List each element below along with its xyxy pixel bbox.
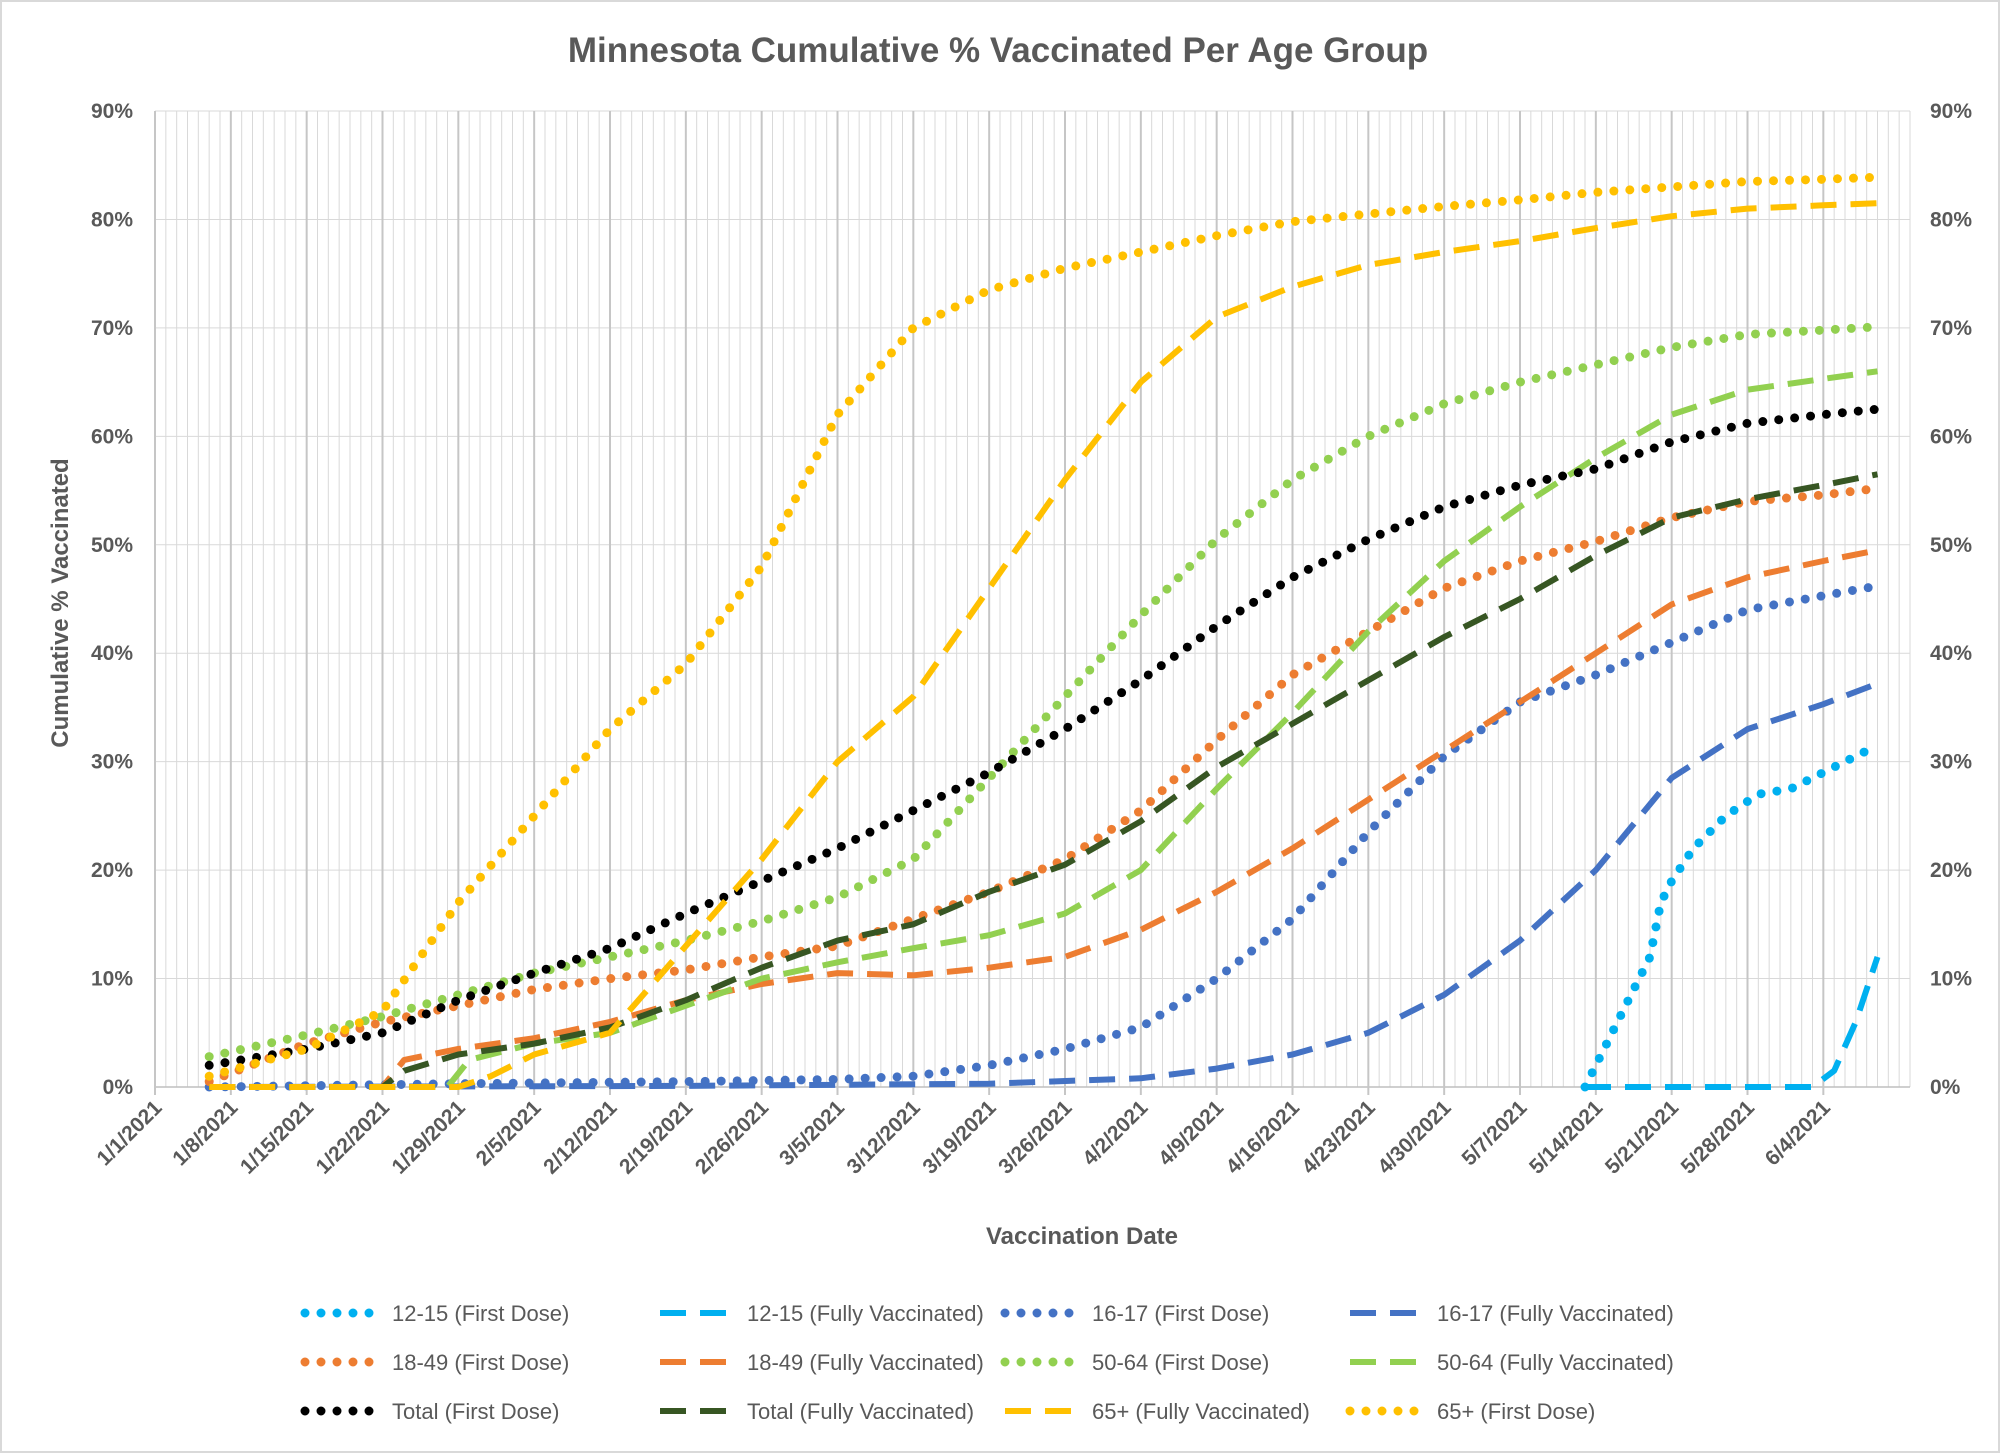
x-tick-label: 2/5/2021 [472,1096,546,1170]
x-tick-label: 5/21/2021 [1601,1096,1684,1179]
y-tick-label-right: 60% [1930,425,1972,448]
y-tick-label-left: 30% [91,751,133,774]
x-tick-label: 4/30/2021 [1373,1096,1456,1179]
y-tick-label-right: 90% [1930,100,1972,123]
series-line-16-17-fully-vaccinated [209,680,1879,1090]
x-tick-label: 4/16/2021 [1222,1096,1305,1179]
y-tick-label-right: 0% [1930,1076,1961,1099]
y-tick-label-right: 50% [1930,534,1972,557]
legend-label-65-first-dose: 65+ (First Dose) [1437,1399,1595,1424]
x-axis: 1/1/2021 1/8/20211/15/20211/22/20211/29/2… [92,1096,1835,1179]
y-tick-label-right: 10% [1930,968,1972,991]
x-tick-label: 1/1/2021 [92,1096,166,1170]
series-line-65-fully-vaccinated [209,200,1878,1090]
x-tick-label: 2/26/2021 [691,1096,774,1179]
y-tick-label-right: 70% [1930,317,1972,340]
x-tick-label: 4/2/2021 [1078,1096,1152,1170]
legend-label-65-fully-vaccinated: 65+ (Fully Vaccinated) [1092,1399,1310,1424]
legend-label-18-49-first-dose: 18-49 (First Dose) [392,1350,569,1375]
y-axis-title: Cumulative % Vaccinated [47,458,74,747]
y-tick-label-left: 60% [91,425,133,448]
chart-title: Minnesota Cumulative % Vaccinated Per Ag… [568,31,1428,70]
gridlines [154,110,1911,1095]
x-tick-label: 3/19/2021 [918,1096,1001,1179]
x-tick-label: 5/14/2021 [1525,1096,1608,1179]
x-tick-label: 5/28/2021 [1677,1096,1760,1179]
legend-label-16-17-first-dose: 16-17 (First Dose) [1092,1301,1269,1326]
y-tick-label-right: 20% [1930,859,1972,882]
x-tick-label: 1/15/2021 [236,1096,319,1179]
legend-label-12-15-fully-vaccinated: 12-15 (Fully Vaccinated) [747,1301,984,1326]
x-tick-label: 2/12/2021 [539,1096,622,1179]
y-tick-label-left: 80% [91,208,133,231]
y-tick-label-left: 10% [91,968,133,991]
x-tick-label: 1/22/2021 [312,1096,395,1179]
legend-label-16-17-fully-vaccinated: 16-17 (Fully Vaccinated) [1437,1301,1674,1326]
y-tick-label-left: 90% [91,100,133,123]
y-tick-label-left: 0% [103,1076,134,1099]
y-tick-label-right: 40% [1930,642,1972,665]
legend-label-50-64-first-dose: 50-64 (First Dose) [1092,1350,1269,1375]
series-line-12-15-fully-vaccinated [1585,955,1881,1090]
x-tick-label: 3/12/2021 [843,1096,926,1179]
x-tick-label: 4/9/2021 [1154,1096,1228,1170]
series-line-16-17-first-dose [204,581,1882,1092]
x-tick-label: 1/29/2021 [388,1096,471,1179]
y-tick-label-left: 50% [91,534,133,557]
legend-label-50-64-fully-vaccinated: 50-64 (Fully Vaccinated) [1437,1350,1674,1375]
legend-label-18-49-fully-vaccinated: 18-49 (Fully Vaccinated) [747,1350,984,1375]
series-line-50-64-first-dose [204,322,1882,1062]
y-axis-right: 0% 10% 20% 30% 40% 50% 60% 70% 80% 90% [1930,100,1972,1099]
x-tick-label: 4/23/2021 [1298,1096,1381,1179]
series-line-total-fully-vaccinated [209,471,1879,1090]
y-tick-label-left: 20% [91,859,133,882]
legend-label-12-15-first-dose: 12-15 (First Dose) [392,1301,569,1326]
x-tick-label: 1/8/2021 [168,1096,242,1170]
x-axis-title: Vaccination Date [986,1223,1178,1250]
plot-area [204,172,1882,1092]
y-tick-label-right: 80% [1930,208,1972,231]
x-tick-label: 5/7/2021 [1457,1096,1531,1170]
series-line-12-15-first-dose [1580,740,1882,1092]
series-line-total-first-dose [204,404,1882,1070]
y-tick-label-left: 70% [91,317,133,340]
x-tick-label: 6/4/2021 [1761,1096,1835,1170]
legend-label-total-first-dose: Total (First Dose) [392,1399,559,1424]
y-tick-label-right: 30% [1930,751,1972,774]
x-tick-label: 3/26/2021 [994,1096,1077,1179]
series-line-18-49-fully-vaccinated [209,547,1879,1090]
legend-label-total-fully-vaccinated: Total (Fully Vaccinated) [747,1399,974,1424]
y-tick-label-left: 40% [91,642,133,665]
x-tick-label: 3/5/2021 [775,1096,849,1170]
x-tick-label: 2/19/2021 [615,1096,698,1179]
y-axis-left: 0% 10% 20% 30% 40% 50% 60% 70% 80% 90% [91,100,133,1099]
legend: 12-15 (First Dose) 12-15 (Fully Vaccinate… [300,1301,1674,1424]
